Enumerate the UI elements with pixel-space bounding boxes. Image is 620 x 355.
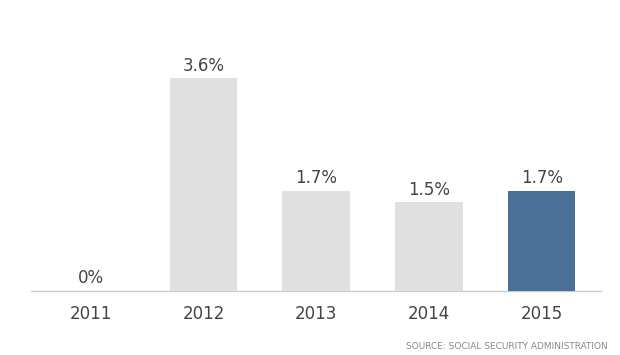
Text: 0%: 0% xyxy=(78,269,104,287)
Bar xyxy=(282,191,350,291)
Text: SOURCE: SOCIAL SECURITY ADMINISTRATION: SOURCE: SOCIAL SECURITY ADMINISTRATION xyxy=(406,343,608,351)
Bar xyxy=(170,78,237,291)
Bar xyxy=(508,191,575,291)
Text: 3.6%: 3.6% xyxy=(182,56,224,75)
Text: 1.7%: 1.7% xyxy=(521,169,563,187)
Text: 1.5%: 1.5% xyxy=(408,181,450,199)
Text: 1.7%: 1.7% xyxy=(295,169,337,187)
Bar xyxy=(395,202,463,291)
